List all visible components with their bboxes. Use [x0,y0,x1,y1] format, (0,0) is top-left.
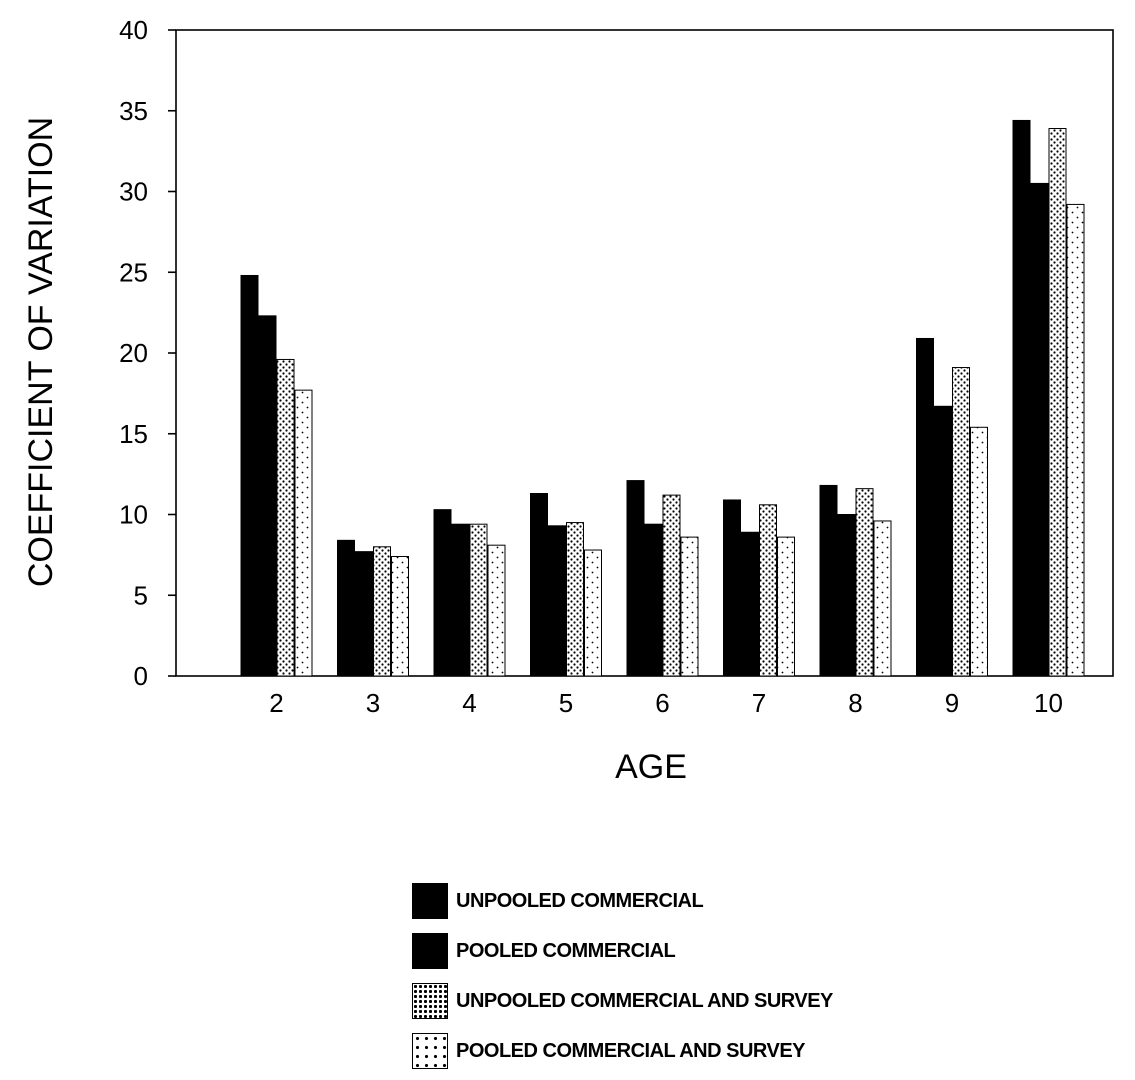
x-tick-label: 4 [462,688,476,718]
bar-pooled-commercial-and-survey-age-5 [584,549,602,677]
bar-unpooled-commercial-age-8 [819,484,838,677]
bar-pooled-commercial-and-survey-age-9 [970,426,988,677]
x-tick-label: 9 [945,688,959,718]
bar-unpooled-commercial-and-survey-age-3 [373,546,391,677]
bar-pooled-commercial-age-9 [934,405,952,677]
x-tick-label: 3 [366,688,380,718]
x-axis: 2 3 4 5 6 7 8 9 10 [269,688,1063,718]
bar-unpooled-commercial-and-survey-age-7 [759,504,777,677]
bar-pooled-commercial-age-8 [837,514,856,677]
bar-unpooled-commercial-age-9 [916,337,934,677]
legend-label: POOLED COMMERCIAL [456,939,676,962]
bar-unpooled-commercial-age-6 [626,480,645,677]
bar-pooled-commercial-and-survey-age-7 [777,536,795,677]
legend-swatch-pooled-commercial [412,933,448,969]
bar-unpooled-commercial-age-7 [723,499,741,677]
legend-item: POOLED COMMERCIAL AND SURVEY [412,1030,1012,1072]
y-tick-label: 15 [119,419,148,449]
legend: UNPOOLED COMMERCIAL POOLED COMMERCIAL UN… [412,880,1012,1080]
legend-item: POOLED COMMERCIAL [412,930,1012,972]
legend-swatch-unpooled-commercial-and-survey [412,983,448,1019]
y-axis: 0 5 10 15 20 25 30 35 40 [119,15,176,691]
bar-unpooled-commercial-and-survey-age-6 [662,494,681,677]
x-tick-label: 7 [752,688,766,718]
y-tick-label: 20 [119,338,148,368]
legend-label: POOLED COMMERCIAL AND SURVEY [456,1039,806,1062]
bar-pooled-commercial-age-7 [741,531,759,677]
bar-pooled-commercial-and-survey-age-4 [487,544,506,677]
bar-unpooled-commercial-age-5 [530,493,548,677]
bar-unpooled-commercial-and-survey-age-2 [276,358,295,677]
y-tick-label: 5 [134,580,148,610]
bar-pooled-commercial-and-survey-age-6 [680,536,699,677]
legend-item: UNPOOLED COMMERCIAL AND SURVEY [412,980,1012,1022]
bar-unpooled-commercial-and-survey-age-8 [855,488,874,677]
bar-unpooled-commercial-and-survey-age-10 [1048,128,1067,677]
bar-pooled-commercial-and-survey-age-8 [873,520,892,677]
legend-label: UNPOOLED COMMERCIAL [456,889,704,912]
x-axis-title: AGE [615,748,687,786]
bar-pooled-commercial-age-10 [1030,182,1049,677]
bar-pooled-commercial-age-6 [644,523,663,677]
bar-pooled-commercial-and-survey-age-3 [391,555,409,677]
y-tick-label: 25 [119,257,148,287]
bar-unpooled-commercial-and-survey-age-4 [469,523,488,677]
x-tick-label: 6 [655,688,669,718]
x-tick-label: 8 [848,688,862,718]
y-tick-label: 35 [119,96,148,126]
bar-unpooled-commercial-and-survey-age-5 [566,522,584,677]
x-tick-label: 10 [1034,688,1063,718]
bar-pooled-commercial-and-survey-age-10 [1066,203,1085,677]
bar-pooled-commercial-and-survey-age-2 [294,389,313,677]
y-tick-label: 10 [119,500,148,530]
legend-label: UNPOOLED COMMERCIAL AND SURVEY [456,989,833,1012]
y-axis-title: COEFFICIENT OF VARIATION [22,117,60,587]
bar-unpooled-commercial-age-10 [1012,119,1031,677]
legend-item: UNPOOLED COMMERCIAL [412,880,1012,922]
y-tick-label: 40 [119,15,148,45]
bar-pooled-commercial-age-3 [355,551,373,677]
x-tick-label: 2 [269,688,283,718]
bar-unpooled-commercial-age-2 [240,274,259,677]
y-tick-label: 0 [134,661,148,691]
x-tick-label: 5 [559,688,573,718]
bar-pooled-commercial-age-5 [548,525,566,677]
legend-swatch-unpooled-commercial [412,883,448,919]
bar-unpooled-commercial-and-survey-age-9 [952,367,970,677]
bar-unpooled-commercial-age-3 [337,539,355,677]
bar-pooled-commercial-age-4 [451,523,470,677]
legend-swatch-pooled-commercial-and-survey [412,1033,448,1069]
y-tick-label: 30 [119,177,148,207]
bars-group [240,119,1085,677]
bar-unpooled-commercial-age-4 [433,509,452,677]
bar-pooled-commercial-age-2 [258,315,277,677]
